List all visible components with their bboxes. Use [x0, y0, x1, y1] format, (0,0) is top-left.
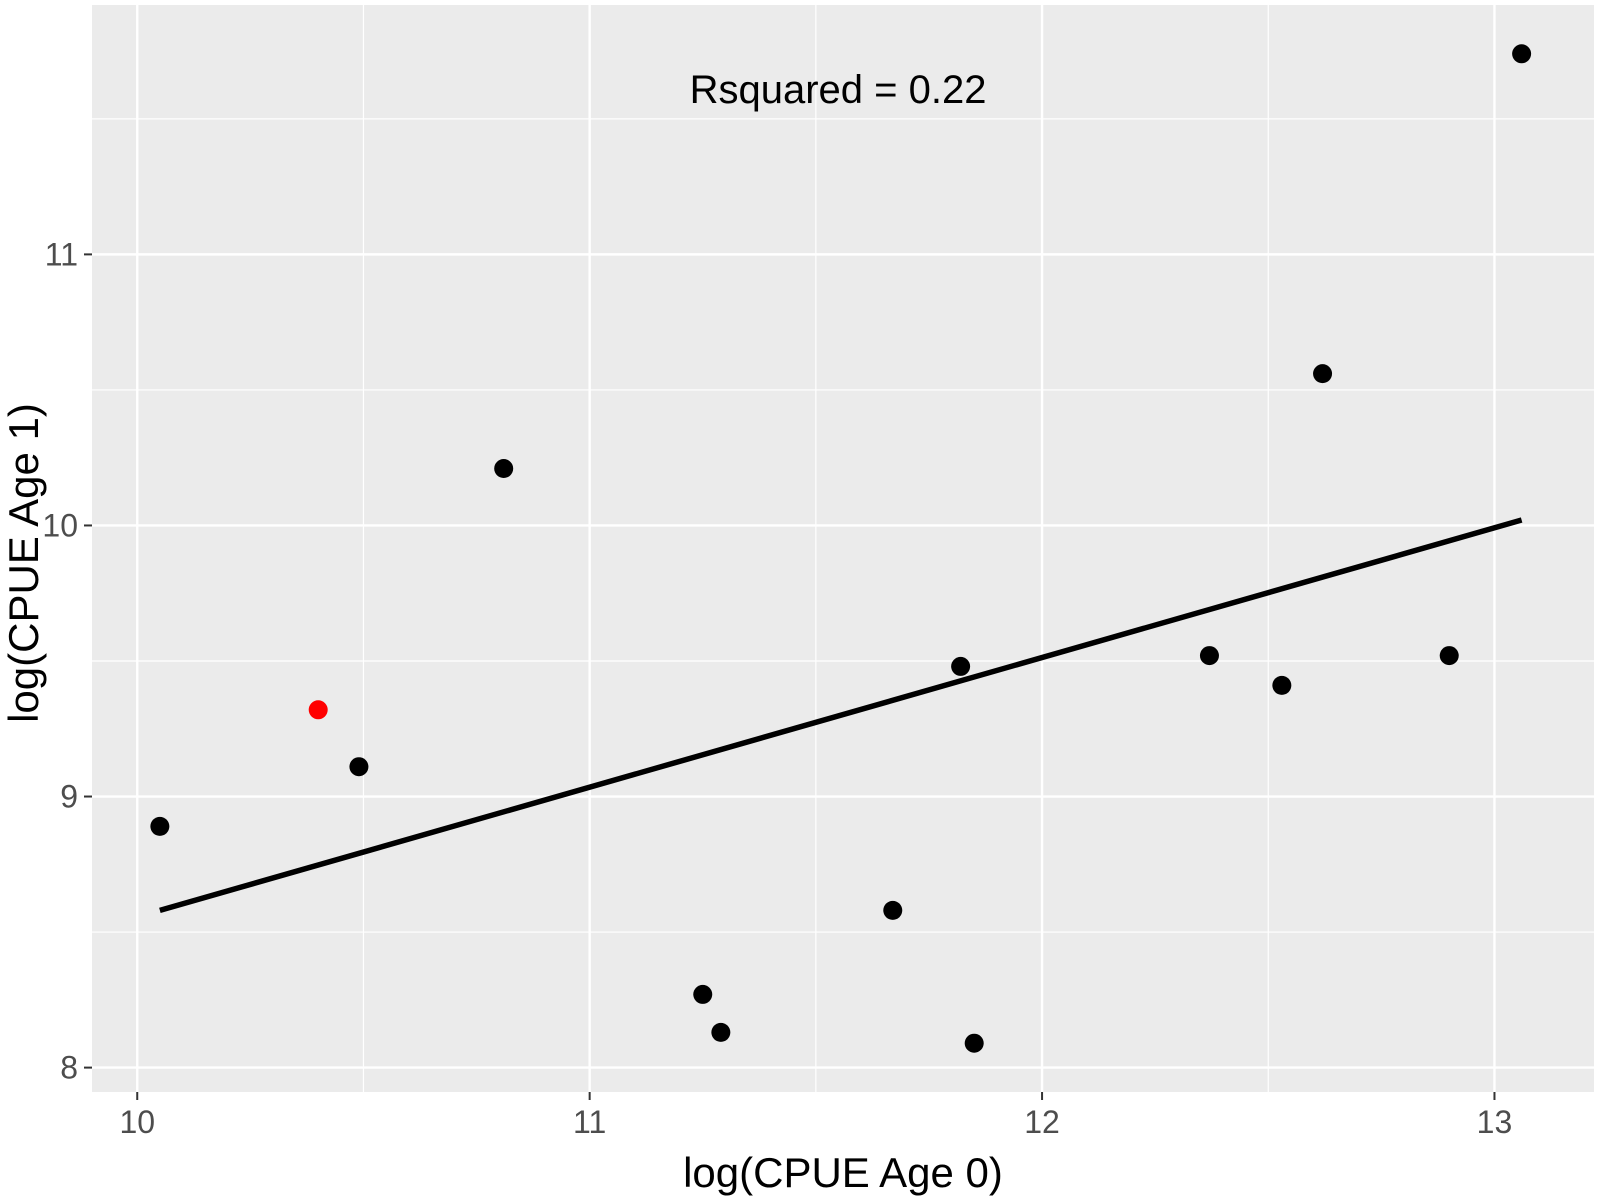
- x-tick-label: 10: [119, 1104, 155, 1140]
- data-point: [349, 757, 369, 777]
- data-point: [964, 1033, 984, 1053]
- data-point: [1512, 44, 1532, 64]
- x-tick-label: 13: [1477, 1104, 1513, 1140]
- data-point: [1199, 646, 1219, 666]
- x-tick-label: 12: [1024, 1104, 1060, 1140]
- x-tick-label: 11: [573, 1104, 606, 1140]
- panel-background: [92, 5, 1594, 1092]
- x-axis-title: log(CPUE Age 0): [683, 1149, 1003, 1196]
- data-point: [693, 984, 713, 1004]
- data-point-highlighted: [308, 700, 328, 720]
- fit-line-layer: [159, 517, 1523, 914]
- y-tick-label: 10: [42, 507, 78, 543]
- y-axis-ticks: 8 9 10 11: [42, 236, 92, 1086]
- regression-line: [159, 517, 1523, 914]
- x-axis-ticks: 10 11 12 13: [119, 1092, 1512, 1140]
- data-point: [1272, 675, 1292, 695]
- data-point: [1439, 646, 1459, 666]
- data-point: [150, 816, 170, 836]
- y-tick-label: 8: [60, 1050, 78, 1086]
- data-point: [494, 459, 514, 479]
- y-axis-title: log(CPUE Age 1): [0, 403, 47, 723]
- rsquared-annotation: Rsquared = 0.22: [690, 68, 987, 112]
- data-point: [951, 656, 971, 676]
- data-point: [883, 900, 903, 920]
- grid-minor: [92, 5, 1594, 1092]
- points-layer: [150, 44, 1532, 1053]
- grid-major: [92, 5, 1594, 1092]
- data-point: [1313, 364, 1333, 384]
- y-tick-label: 11: [45, 236, 78, 272]
- data-point: [711, 1022, 731, 1042]
- y-tick-label: 9: [60, 779, 78, 815]
